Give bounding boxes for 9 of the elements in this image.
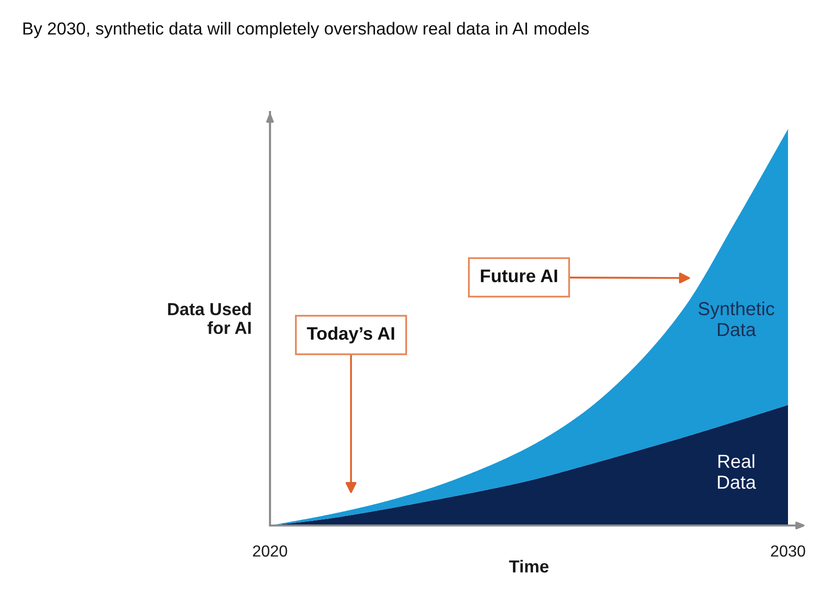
y-axis-title: Data Used for AI [168,302,251,334]
series-label: Synthetic Data [698,302,774,336]
x-tick-label: 2020 [253,545,288,557]
chart-title: By 2030, synthetic data will completely overshadow real data in AI models [23,22,589,38]
series-label: Real Data [718,454,756,489]
annotation: Today’s AI [306,326,394,344]
annotation: Future AI [480,270,558,282]
x-axis-title: Time [509,560,549,573]
x-tick-label: 2030 [771,545,806,557]
